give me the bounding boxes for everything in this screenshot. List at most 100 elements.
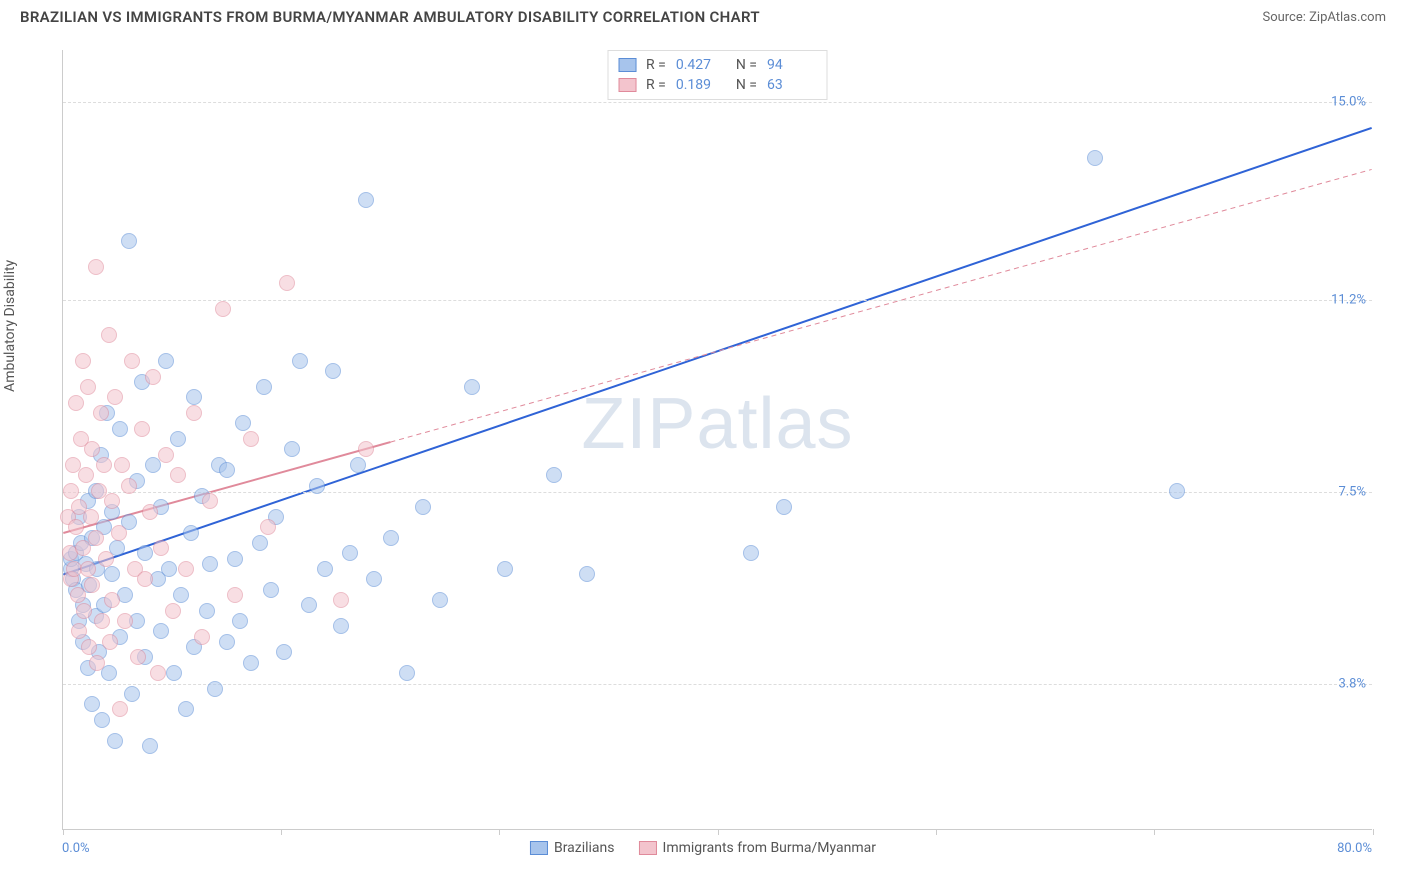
data-point [178, 701, 194, 717]
y-tick-label: 11.2% [1331, 292, 1366, 307]
data-point [333, 618, 349, 634]
data-point [383, 530, 399, 546]
data-point [546, 467, 562, 483]
data-point [137, 545, 153, 561]
data-point [178, 561, 194, 577]
legend-row: R =0.189N =63 [618, 75, 817, 95]
data-point [80, 561, 96, 577]
data-point [104, 566, 120, 582]
data-point [260, 519, 276, 535]
data-point [145, 457, 161, 473]
chart-container: Ambulatory Disability ZIPatlas R =0.427N… [20, 40, 1386, 860]
x-tick [63, 829, 64, 835]
data-point [142, 738, 158, 754]
data-point [276, 644, 292, 660]
data-point [124, 686, 140, 702]
data-point [150, 665, 166, 681]
data-point [88, 259, 104, 275]
legend-swatch [530, 841, 548, 855]
data-point [202, 556, 218, 572]
data-point [121, 233, 137, 249]
data-point [309, 478, 325, 494]
data-point [232, 613, 248, 629]
plot-area: ZIPatlas R =0.427N =94R =0.189N =63 3.8%… [62, 50, 1372, 830]
data-point [165, 603, 181, 619]
data-point [137, 571, 153, 587]
data-point [263, 582, 279, 598]
data-point [89, 655, 105, 671]
chart-title: BRAZILIAN VS IMMIGRANTS FROM BURMA/MYANM… [20, 8, 760, 26]
data-point [284, 441, 300, 457]
data-point [215, 301, 231, 317]
y-tick-label: 7.5% [1338, 485, 1366, 500]
gridline [63, 684, 1372, 685]
data-point [366, 571, 382, 587]
data-point [1169, 483, 1185, 499]
data-point [432, 592, 448, 608]
data-point [84, 441, 100, 457]
data-point [81, 639, 97, 655]
data-point [112, 701, 128, 717]
x-tick [499, 829, 500, 835]
data-point [235, 415, 251, 431]
data-point [743, 545, 759, 561]
data-point [102, 634, 118, 650]
data-point [194, 629, 210, 645]
data-point [94, 613, 110, 629]
data-point [134, 421, 150, 437]
data-point [78, 467, 94, 483]
data-point [252, 535, 268, 551]
data-point [71, 623, 87, 639]
data-point [350, 457, 366, 473]
x-axis-min-label: 0.0% [62, 841, 90, 856]
data-point [292, 353, 308, 369]
data-point [279, 275, 295, 291]
data-point [88, 530, 104, 546]
data-point [243, 655, 259, 671]
data-point [317, 561, 333, 577]
chart-header: BRAZILIAN VS IMMIGRANTS FROM BURMA/MYANM… [0, 0, 1406, 30]
data-point [104, 493, 120, 509]
data-point [325, 363, 341, 379]
y-tick-label: 3.8% [1338, 677, 1366, 692]
data-point [227, 551, 243, 567]
data-point [243, 431, 259, 447]
y-tick-label: 15.0% [1331, 95, 1366, 110]
gridline [63, 102, 1372, 103]
data-point [70, 587, 86, 603]
data-point [112, 421, 128, 437]
data-point [579, 566, 595, 582]
data-point [101, 327, 117, 343]
data-point [75, 540, 91, 556]
legend-r-value: 0.427 [676, 57, 726, 73]
data-point [158, 447, 174, 463]
gridline [63, 300, 1372, 301]
data-point [358, 192, 374, 208]
data-point [173, 587, 189, 603]
data-point [130, 649, 146, 665]
data-point [199, 603, 215, 619]
data-point [170, 431, 186, 447]
data-point [301, 597, 317, 613]
data-point [227, 587, 243, 603]
data-point [107, 389, 123, 405]
data-point [124, 353, 140, 369]
data-point [161, 561, 177, 577]
data-point [183, 525, 199, 541]
data-point [145, 369, 161, 385]
x-tick [1373, 829, 1374, 835]
legend-row: R =0.427N =94 [618, 55, 817, 75]
data-point [158, 353, 174, 369]
data-point [104, 592, 120, 608]
legend-swatch [639, 841, 657, 855]
data-point [121, 478, 137, 494]
source-attribution: Source: ZipAtlas.com [1262, 10, 1386, 25]
data-point [68, 395, 84, 411]
series-legend-label: Immigrants from Burma/Myanmar [663, 840, 877, 856]
data-point [1087, 150, 1103, 166]
series-legend-label: Brazilians [554, 840, 615, 856]
data-point [84, 696, 100, 712]
data-point [114, 457, 130, 473]
legend-r-value: 0.189 [676, 77, 726, 93]
data-point [342, 545, 358, 561]
